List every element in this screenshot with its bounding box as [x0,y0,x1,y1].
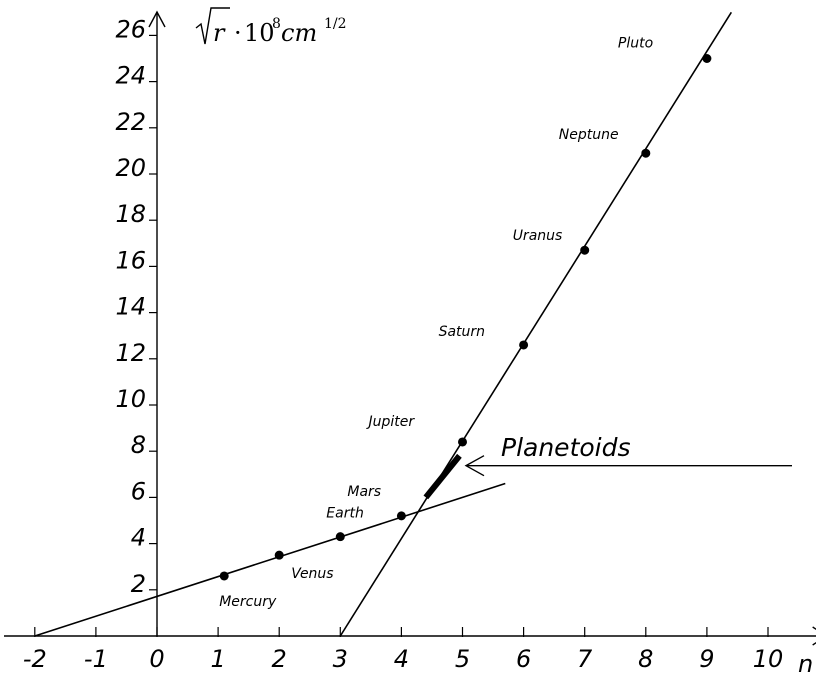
x-tick-label: -1 [84,645,108,673]
data-point-mercury [219,571,229,581]
y-label-dot: · [234,19,242,47]
point-label-mars: Mars [347,484,381,500]
data-point-pluto [702,54,712,63]
data-point-earth [335,532,345,542]
annotations: Planetoids [464,433,792,477]
x-tick-label: 5 [455,645,470,673]
x-tick-label: 6 [516,645,531,673]
data-point-venus [274,550,284,560]
data-point-neptune [641,148,651,158]
y-label-radical: r [213,19,226,47]
point-label-uranus: Uranus [513,228,563,244]
y-tick-label: 22 [115,108,146,136]
y-tick-label: 2 [131,570,146,598]
y-tick-label: 4 [131,524,146,552]
x-tick-label: 0 [149,645,164,673]
y-label-unit-exponent: 1/2 [324,16,347,32]
point-label-venus: Venus [291,566,333,582]
y-tick-label: 18 [115,200,146,228]
x-tick-label: 2 [272,645,287,673]
y-label-unit: cm [281,19,317,47]
x-tick-label: 7 [577,645,593,673]
y-tick-label: 16 [115,246,146,274]
point-label-jupiter: Jupiter [366,414,416,430]
y-tick-label: 24 [115,62,146,90]
y-label-exponent: 8 [272,16,281,32]
y-tick-label: 20 [115,154,146,182]
point-label-saturn: Saturn [439,324,485,340]
data-point-jupiter [458,437,467,447]
x-tick-label: 9 [699,645,714,673]
point-label-mercury: Mercury [219,594,277,610]
planetoid-segment [423,453,462,500]
planetoids-arrow-icon [464,455,485,477]
planetoids-label: Planetoids [501,433,631,462]
planetoid-segments [423,453,462,500]
data-point-mars [396,511,406,521]
y-axis-label: r · 10 8 cm 1/2 [195,7,347,47]
radical-sign-icon [195,7,230,45]
y-tick-label: 26 [115,15,146,43]
x-axis-label: n [798,650,813,675]
y-tick-label: 12 [115,339,146,367]
x-tick-label: 3 [333,645,348,673]
y-tick-label: 6 [131,477,146,505]
fit-line-1 [34,482,506,637]
y-label-mantissa: 10 [244,19,275,47]
x-tick-label: 8 [638,645,653,673]
point-label-neptune: Neptune [559,127,619,143]
data-point-uranus [580,245,590,255]
x-tick-label: 1 [210,645,225,673]
fit-line-2 [339,11,733,637]
data-point-saturn [519,340,529,350]
x-tick-label: 4 [394,645,409,673]
point-label-pluto: Pluto [618,36,653,52]
y-axis-arrow-icon [148,10,166,28]
data-points [219,54,712,581]
y-tick-label: 10 [115,385,146,413]
x-tick-label: 10 [753,645,784,673]
point-labels: Mercury Venus Earth Mars Jupiter Saturn Uranus… [219,36,653,610]
fit-lines [34,11,733,637]
point-label-earth: Earth [326,506,364,522]
y-tick-label: 14 [115,293,146,321]
x-tick-label: -2 [23,645,47,673]
y-tick-label: 8 [131,431,146,459]
